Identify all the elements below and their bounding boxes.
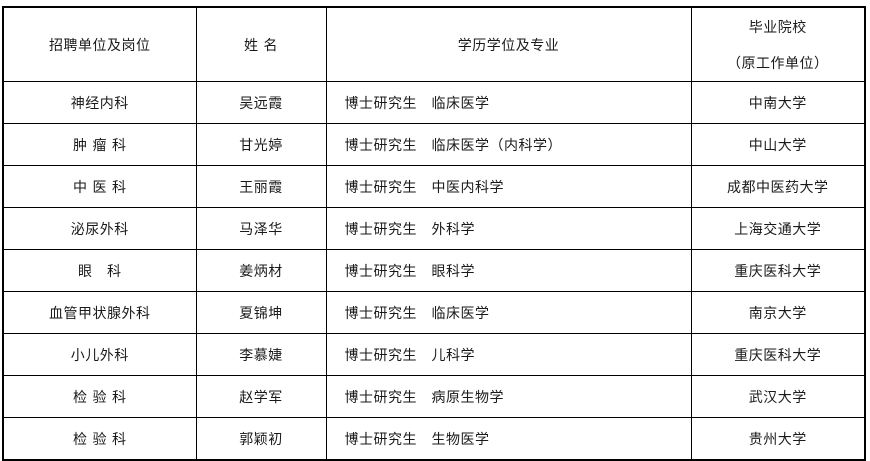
cell-name: 姜炳材 xyxy=(195,249,327,292)
cell-school: 成都中医药大学 xyxy=(690,165,866,208)
cell-school: 重庆医科大学 xyxy=(690,333,866,376)
cell-name: 赵学军 xyxy=(195,375,327,418)
header-school-line1: 毕业院校 xyxy=(748,19,807,36)
header-cell-name: 姓 名 xyxy=(195,6,327,82)
cell-education: 博士研究生 生物医学 xyxy=(325,417,692,461)
cell-department: 眼 科 xyxy=(2,249,197,292)
cell-education: 博士研究生 临床医学（内科学） xyxy=(325,123,692,166)
cell-department: 血管甲状腺外科 xyxy=(2,291,197,334)
cell-school: 上海交通大学 xyxy=(690,207,866,250)
cell-name: 吴远霞 xyxy=(195,81,327,124)
table-row: 小儿外科 李慕婕 博士研究生 儿科学 重庆医科大学 xyxy=(2,333,866,376)
cell-name: 马泽华 xyxy=(195,207,327,250)
cell-education: 博士研究生 临床医学 xyxy=(325,81,692,124)
cell-education: 博士研究生 病原生物学 xyxy=(325,375,692,418)
header-cell-department: 招聘单位及岗位 xyxy=(2,6,197,82)
cell-department: 检 验 科 xyxy=(2,417,197,461)
header-cell-education: 学历学位及专业 xyxy=(325,6,692,82)
cell-school: 南京大学 xyxy=(690,291,866,334)
cell-name: 甘光婷 xyxy=(195,123,327,166)
table-row: 肿 瘤 科 甘光婷 博士研究生 临床医学（内科学） 中山大学 xyxy=(2,123,866,166)
cell-school: 贵州大学 xyxy=(690,417,866,461)
cell-name: 郭颖初 xyxy=(195,417,327,461)
cell-department: 小儿外科 xyxy=(2,333,197,376)
cell-department: 中 医 科 xyxy=(2,165,197,208)
header-cell-school: 毕业院校 （原工作单位） xyxy=(690,6,866,82)
cell-school: 重庆医科大学 xyxy=(690,249,866,292)
recruitment-table-container: 招聘单位及岗位 姓 名 学历学位及专业 毕业院校 （原工作单位） 神经内科 吴远… xyxy=(2,6,866,461)
cell-name: 李慕婕 xyxy=(195,333,327,376)
header-school-line2: （原工作单位） xyxy=(727,55,829,72)
cell-education: 博士研究生 眼科学 xyxy=(325,249,692,292)
cell-school: 中山大学 xyxy=(690,123,866,166)
cell-school: 武汉大学 xyxy=(690,375,866,418)
cell-department: 检 验 科 xyxy=(2,375,197,418)
cell-school: 中南大学 xyxy=(690,81,866,124)
table-row: 眼 科 姜炳材 博士研究生 眼科学 重庆医科大学 xyxy=(2,249,866,292)
table-row: 检 验 科 赵学军 博士研究生 病原生物学 武汉大学 xyxy=(2,375,866,418)
cell-education: 博士研究生 临床医学 xyxy=(325,291,692,334)
table-row: 神经内科 吴远霞 博士研究生 临床医学 中南大学 xyxy=(2,81,866,124)
table-row: 泌尿外科 马泽华 博士研究生 外科学 上海交通大学 xyxy=(2,207,866,250)
table-row: 检 验 科 郭颖初 博士研究生 生物医学 贵州大学 xyxy=(2,417,866,461)
cell-department: 泌尿外科 xyxy=(2,207,197,250)
cell-department: 神经内科 xyxy=(2,81,197,124)
table-header-row: 招聘单位及岗位 姓 名 学历学位及专业 毕业院校 （原工作单位） xyxy=(2,6,866,82)
recruitment-table: 招聘单位及岗位 姓 名 学历学位及专业 毕业院校 （原工作单位） 神经内科 吴远… xyxy=(2,6,866,461)
table-row: 中 医 科 王丽霞 博士研究生 中医内科学 成都中医药大学 xyxy=(2,165,866,208)
table-row: 血管甲状腺外科 夏锦坤 博士研究生 临床医学 南京大学 xyxy=(2,291,866,334)
cell-name: 王丽霞 xyxy=(195,165,327,208)
cell-education: 博士研究生 外科学 xyxy=(325,207,692,250)
cell-education: 博士研究生 儿科学 xyxy=(325,333,692,376)
cell-name: 夏锦坤 xyxy=(195,291,327,334)
cell-education: 博士研究生 中医内科学 xyxy=(325,165,692,208)
cell-department: 肿 瘤 科 xyxy=(2,123,197,166)
